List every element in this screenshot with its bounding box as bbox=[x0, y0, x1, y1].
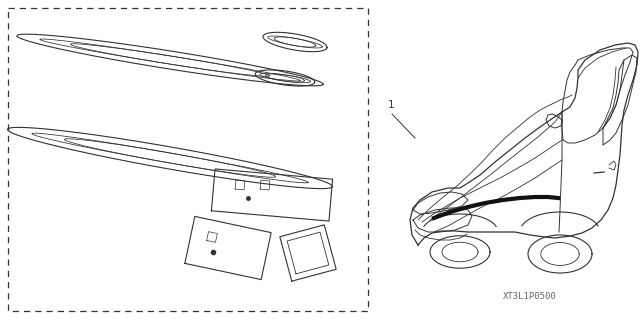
Text: 1: 1 bbox=[388, 100, 395, 110]
Text: XT3L1P0500: XT3L1P0500 bbox=[503, 292, 557, 301]
